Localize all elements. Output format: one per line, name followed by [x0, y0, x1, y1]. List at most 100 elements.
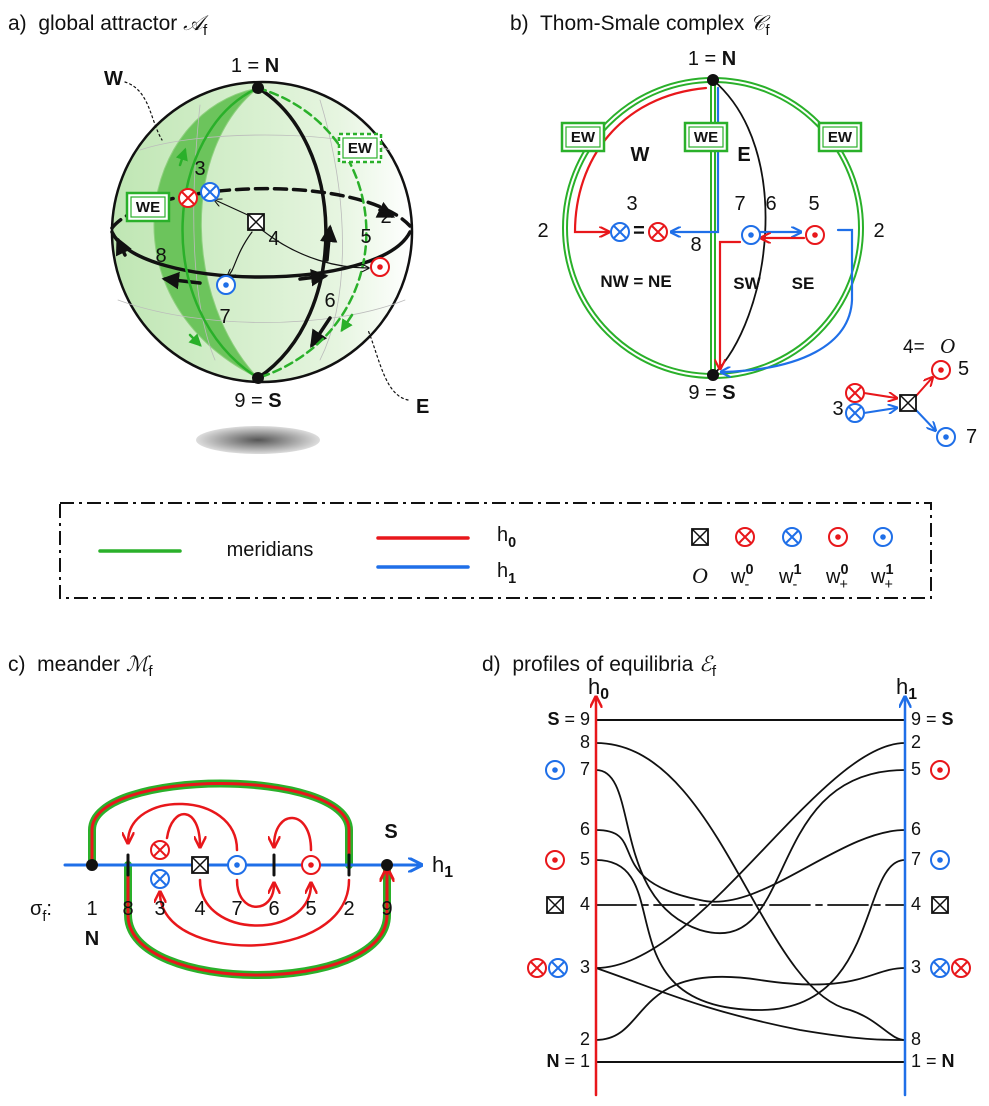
equilibrium-icon	[192, 857, 208, 873]
pole-dot	[252, 372, 264, 384]
icon-dot	[937, 857, 943, 863]
text-part: 4	[268, 228, 279, 250]
label: 7	[580, 759, 590, 779]
text-part: 2	[580, 1029, 590, 1049]
label: 9 = S	[688, 382, 735, 404]
text-part: 1	[508, 571, 516, 587]
profile	[596, 860, 905, 1010]
equilibrium-icon	[932, 897, 948, 913]
label: 4	[911, 894, 921, 914]
arc	[160, 880, 349, 945]
text-part: 6	[911, 819, 921, 839]
arc	[128, 804, 237, 850]
equilibrium-icon	[742, 226, 760, 244]
icon-dot	[938, 367, 944, 373]
profile	[596, 743, 905, 968]
text-part: 7	[580, 759, 590, 779]
text-part: f	[712, 663, 717, 680]
icon-dot	[552, 857, 558, 863]
equilibrium-icon	[931, 761, 949, 779]
text-part: EW	[571, 129, 596, 146]
equilibrium-icon	[217, 276, 235, 294]
pole-dot	[707, 74, 719, 86]
label: w0+	[825, 562, 848, 593]
text-part: 5	[305, 898, 316, 920]
label: 2	[380, 206, 391, 228]
equilibrium-icon	[371, 258, 389, 276]
label: WE	[136, 199, 160, 216]
text-part: b) Thom-Smale complex	[510, 12, 750, 35]
text-part: 4=	[903, 337, 925, 358]
text-part: 1	[793, 562, 801, 578]
equilibrium-icon	[846, 384, 864, 402]
text-part: 7	[911, 849, 921, 869]
icon-dot	[234, 862, 240, 868]
label: h1	[432, 852, 453, 881]
label: w0-	[730, 562, 753, 593]
text-part: :	[46, 898, 52, 920]
label: σf:	[30, 898, 52, 925]
equilibrium-icon	[248, 214, 264, 230]
text-part: 6	[268, 898, 279, 920]
text-part: W	[104, 68, 123, 90]
label: 7	[219, 306, 230, 328]
label: 1 = N	[231, 55, 279, 77]
label: W	[631, 144, 650, 166]
inset-arrow	[864, 408, 896, 413]
label: 4	[268, 228, 279, 250]
text-part: N	[722, 48, 736, 70]
text-part: 7	[734, 193, 745, 215]
icon-dot	[308, 862, 314, 868]
label: 6	[765, 193, 776, 215]
equilibrium-icon	[611, 223, 629, 241]
text-part: S	[722, 382, 735, 404]
icon-dot	[880, 534, 886, 540]
text-part: S	[942, 709, 954, 729]
text-part: 8	[690, 234, 701, 256]
icon-dot	[552, 767, 558, 773]
text-part: 8	[122, 898, 133, 920]
text-part: +	[884, 577, 892, 593]
text-part: 7	[231, 898, 242, 920]
label: 8	[155, 245, 166, 267]
text-part: = 9	[559, 709, 590, 729]
arc	[167, 814, 200, 846]
label: N = 1	[546, 1051, 590, 1071]
text-part: =	[633, 220, 645, 242]
text-part: 1 =	[688, 48, 722, 70]
label: N	[85, 928, 99, 950]
text-part: f	[203, 22, 208, 39]
arc-outer-red	[92, 784, 349, 866]
text-part: = 1	[559, 1051, 590, 1071]
label: 4	[194, 898, 205, 920]
pole-dot	[86, 859, 98, 871]
text-part: 4	[580, 894, 590, 914]
text-part: 6	[580, 819, 590, 839]
text-part: 4	[911, 894, 921, 914]
text-part: SE	[792, 274, 815, 293]
text-part: h	[432, 852, 444, 877]
shadow	[196, 426, 320, 454]
text-part: S	[547, 709, 559, 729]
equilibrium-icon	[692, 529, 708, 545]
label: EW	[571, 129, 596, 146]
label: E	[416, 396, 429, 418]
icon-dot	[377, 264, 383, 270]
text-part: 1	[86, 898, 97, 920]
figure: a) global attractor 𝒜fEWWE1 = N9 = SWE23…	[0, 0, 989, 1106]
profile	[596, 743, 905, 1040]
equilibrium-icon	[302, 856, 320, 874]
label: 3	[580, 957, 590, 977]
text-part: 9	[381, 898, 392, 920]
text-part: h	[497, 524, 508, 546]
equilibrium-icon	[932, 361, 950, 379]
text-part: +	[839, 577, 847, 593]
label: 4	[580, 894, 590, 914]
text-part: 9 =	[234, 390, 268, 412]
equilibrium-icon	[783, 528, 801, 546]
label: 2	[911, 732, 921, 752]
text-part: -	[792, 577, 797, 593]
equilibrium-icon	[931, 851, 949, 869]
label: 3	[911, 957, 921, 977]
text-part: a) global attractor	[8, 12, 183, 35]
